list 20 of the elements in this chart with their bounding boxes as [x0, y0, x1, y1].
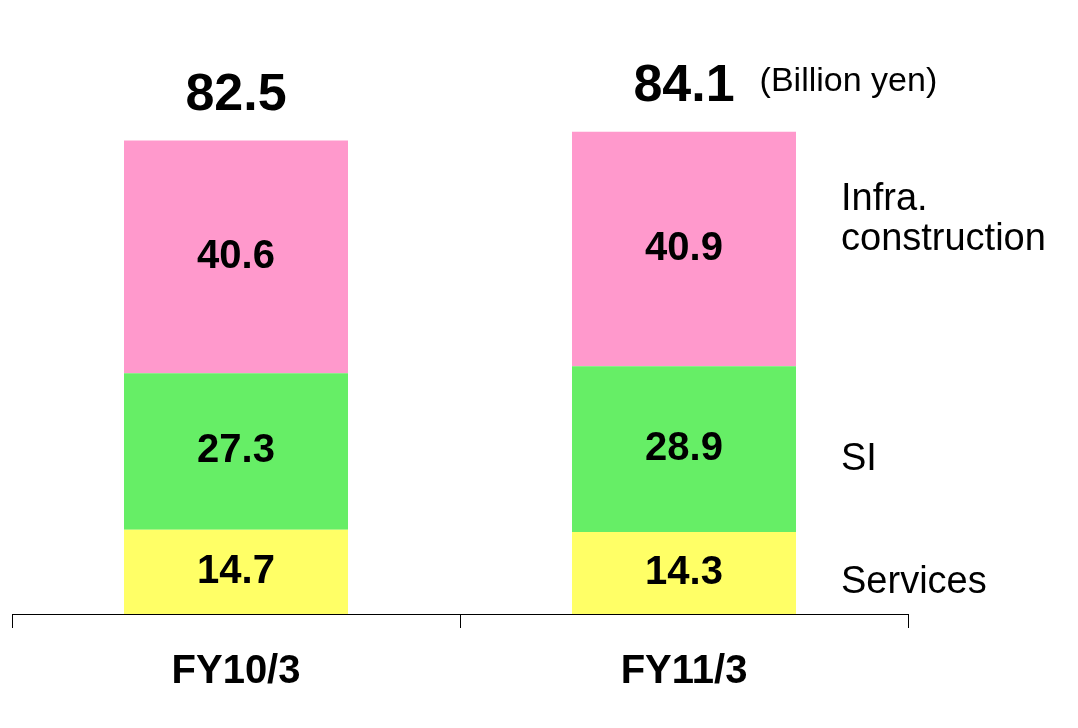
series-label: Infra. construction	[841, 175, 1046, 258]
bar	[124, 529, 348, 614]
series-label: Services	[841, 559, 987, 602]
x-tick-label: FY11/3	[620, 647, 748, 692]
data-label: 28.9	[645, 424, 723, 469]
x-tick-label: FY10/3	[171, 647, 301, 692]
bar	[572, 366, 796, 533]
data-label: 40.9	[645, 224, 723, 269]
series-label: SI	[841, 435, 877, 478]
data-label: 14.7	[197, 546, 275, 591]
data-label: 14.3	[645, 548, 723, 593]
bar	[124, 140, 348, 374]
bar	[124, 373, 348, 530]
total-label: 84.1	[633, 54, 735, 113]
total-label: 82.5	[185, 62, 287, 121]
data-label: 27.3	[197, 426, 275, 471]
text: (Billion yen)	[759, 60, 938, 99]
bar	[572, 532, 796, 614]
data-label: 40.6	[197, 231, 275, 276]
bar	[572, 131, 796, 367]
